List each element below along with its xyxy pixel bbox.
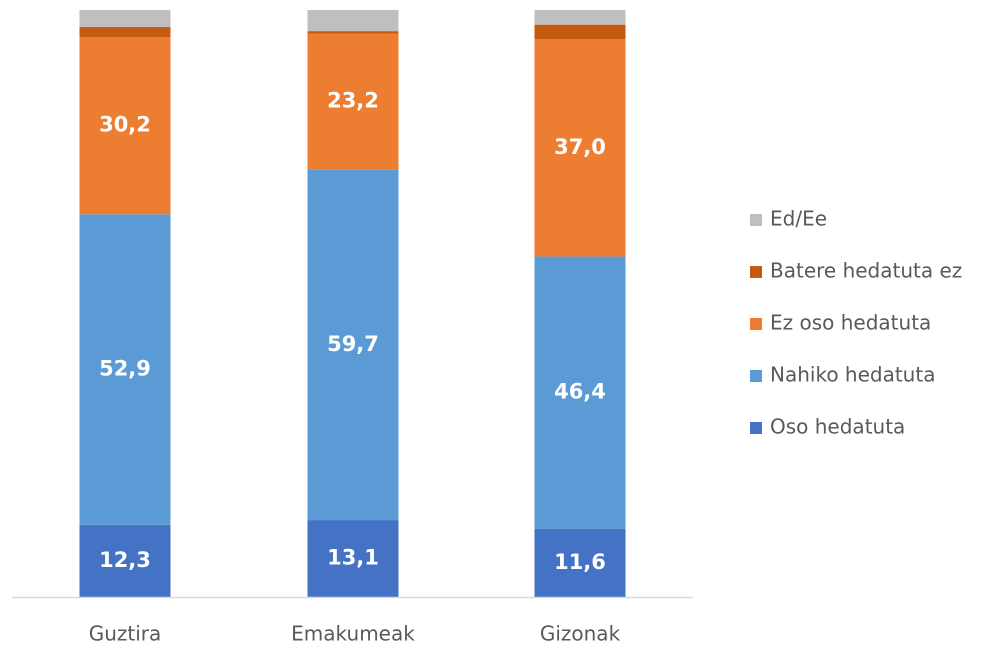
data-label: 52,9 (99, 357, 151, 381)
legend-swatch (750, 266, 762, 278)
x-tick-label: Gizonak (540, 622, 621, 645)
legend-swatch (750, 214, 762, 226)
data-label: 23,2 (327, 89, 379, 113)
bar-segment (534, 528, 626, 597)
legend-swatch (750, 318, 762, 330)
x-tick-label: Guztira (89, 622, 162, 645)
x-tick-label: Emakumeak (291, 622, 415, 645)
legend-swatch (750, 422, 762, 434)
bar-segment (79, 524, 171, 597)
data-label: 46,4 (554, 380, 606, 404)
bar-segment (534, 39, 626, 257)
bar-segment (79, 27, 171, 38)
legend-label: Ed/Ee (770, 207, 827, 231)
bar-segment (79, 214, 171, 525)
legend-label: Oso hedatuta (770, 415, 905, 439)
bar-segment (534, 10, 626, 25)
bar-segment (79, 37, 171, 215)
bar-segment (534, 256, 626, 529)
bar-segment (307, 33, 399, 170)
data-label: 11,6 (554, 550, 606, 574)
legend-label: Batere hedatuta ez (770, 259, 962, 283)
bar-segment (307, 10, 399, 32)
legend-label: Nahiko hedatuta (770, 363, 935, 387)
bar-segment (534, 24, 626, 40)
legend-swatch (750, 370, 762, 382)
data-label: 37,0 (554, 135, 606, 159)
data-label: 59,7 (327, 332, 379, 356)
bar-segment (307, 169, 399, 521)
bar-segment (307, 31, 399, 34)
legend-label: Ez oso hedatuta (770, 311, 931, 335)
data-label: 13,1 (327, 546, 379, 570)
bar-segment (79, 10, 171, 28)
data-label: 12,3 (99, 548, 151, 572)
data-label: 30,2 (99, 113, 151, 137)
bar-segment (307, 520, 399, 597)
